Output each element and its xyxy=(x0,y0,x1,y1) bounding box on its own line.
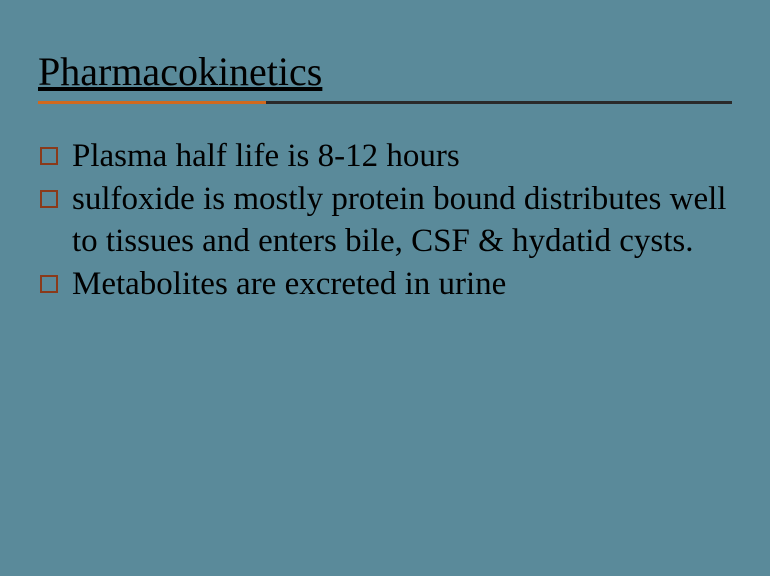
bullet-text: Metabolites are excreted in urine xyxy=(72,264,506,305)
bullet-text: Plasma half life is 8-12 hours xyxy=(72,136,460,177)
square-bullet-icon xyxy=(40,190,58,208)
list-item: Plasma half life is 8-12 hours xyxy=(40,136,732,177)
slide-container: Pharmacokinetics Plasma half life is 8-1… xyxy=(0,0,770,576)
title-underline-rule xyxy=(38,101,732,104)
square-bullet-icon xyxy=(40,147,58,165)
list-item: Metabolites are excreted in urine xyxy=(40,264,732,305)
rule-rest-segment xyxy=(266,101,732,104)
square-bullet-icon xyxy=(40,275,58,293)
title-section: Pharmacokinetics xyxy=(38,48,732,104)
rule-accent-segment xyxy=(38,101,266,104)
bullet-text: sulfoxide is mostly protein bound distri… xyxy=(72,179,732,262)
slide-title: Pharmacokinetics xyxy=(38,48,322,95)
bullet-list: Plasma half life is 8-12 hours sulfoxide… xyxy=(38,132,732,305)
list-item: sulfoxide is mostly protein bound distri… xyxy=(40,179,732,262)
